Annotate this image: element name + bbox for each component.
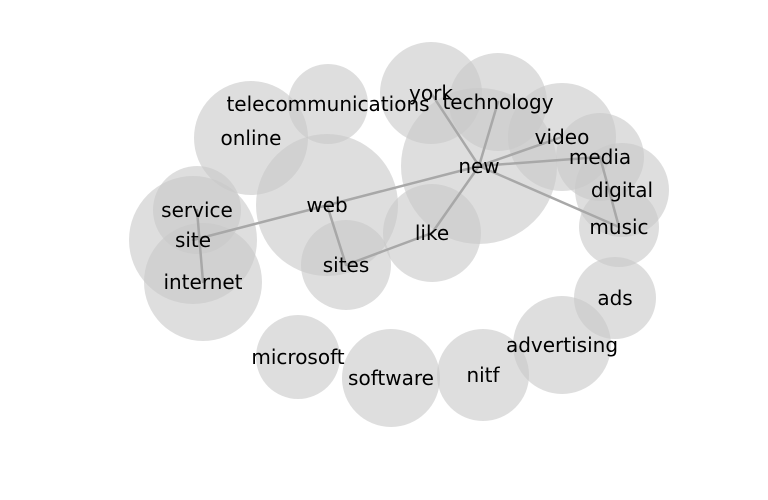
edge-new-site	[191, 164, 481, 242]
node-label-music: music	[589, 215, 648, 239]
node-label-video: video	[535, 125, 590, 149]
edge-new-video	[477, 135, 564, 168]
node-label-york: york	[409, 81, 453, 105]
node-label-internet: internet	[163, 270, 242, 294]
edge-new-music	[477, 164, 621, 229]
edge-like-sites	[344, 231, 434, 267]
node-circle-microsoft	[256, 315, 340, 399]
edge-web-sites	[325, 203, 348, 267]
node-label-advertising: advertising	[506, 333, 618, 357]
node-circle-nitf	[437, 329, 529, 421]
node-circle-software	[342, 329, 440, 427]
node-label-ads: ads	[597, 286, 632, 310]
node-circle-telecommunications	[288, 64, 368, 144]
node-label-media: media	[569, 145, 631, 169]
edge-new-media	[477, 155, 602, 168]
edge-media-music	[598, 155, 621, 229]
edge-new-technology	[477, 100, 500, 168]
node-label-new: new	[458, 154, 499, 178]
node-circle-advertising	[513, 296, 611, 394]
edge-service-internet	[195, 208, 205, 284]
node-label-like: like	[415, 221, 449, 245]
node-label-telecommunications: telecommunications	[226, 92, 429, 116]
node-label-microsoft: microsoft	[251, 345, 344, 369]
node-label-service: service	[161, 198, 233, 222]
node-label-software: software	[348, 366, 434, 390]
edge-new-york	[429, 91, 481, 168]
node-label-technology: technology	[442, 90, 553, 114]
edges	[191, 91, 621, 284]
node-label-nitf: nitf	[466, 363, 500, 387]
node-label-digital: digital	[591, 178, 653, 202]
node-label-online: online	[220, 126, 281, 150]
node-label-site: site	[175, 228, 211, 252]
edge-new-like	[430, 164, 481, 235]
node-label-web: web	[306, 193, 347, 217]
node-label-sites: sites	[323, 253, 370, 277]
